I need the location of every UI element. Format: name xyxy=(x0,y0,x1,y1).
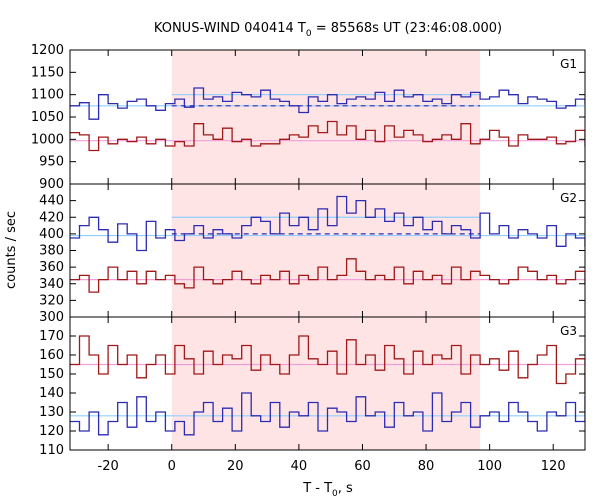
x-tick-label: 120 xyxy=(541,459,566,474)
x-tick-label: -20 xyxy=(98,459,119,474)
y-tick-label: 1100 xyxy=(31,88,64,103)
highlight-interval xyxy=(171,50,481,450)
series-step-line xyxy=(70,335,585,394)
x-tick-label: 40 xyxy=(291,459,308,474)
panel-g3: 170 160 150 140 130 120 110 G3 xyxy=(39,316,586,458)
y-tick-label: 1050 xyxy=(31,110,64,125)
y-tick-label: 160 xyxy=(39,348,64,363)
panel-data xyxy=(70,195,585,293)
y-tick-label: 150 xyxy=(39,367,64,382)
y-tick-label: 1200 xyxy=(31,43,64,58)
panel-data xyxy=(70,87,585,152)
x-tick-label: 60 xyxy=(354,459,371,474)
chart-title-main: KONUS-WIND 040414 T xyxy=(154,21,306,36)
x-axis-title-main: T - T xyxy=(302,481,332,496)
band-label: G1 xyxy=(560,57,577,71)
x-axis-title-rest: , s xyxy=(338,481,353,496)
y-tick-label: 1150 xyxy=(31,65,64,80)
y-tick-label: 1000 xyxy=(31,132,64,147)
band-label: G2 xyxy=(560,191,577,205)
y-tick-label: 120 xyxy=(39,424,64,439)
x-tick-label: 0 xyxy=(168,459,176,474)
y-tick-label: 300 xyxy=(39,310,64,325)
y-tick-label: 420 xyxy=(39,210,64,225)
y-tick-label: 360 xyxy=(39,260,64,275)
y-tick-label: 340 xyxy=(39,277,64,292)
plot-area: 12001150110010501000950900G1440420400380… xyxy=(31,43,586,474)
y-tick-label: 400 xyxy=(39,227,64,242)
chart-title: KONUS-WIND 040414 T0 = 85568s UT (23:46:… xyxy=(154,21,502,39)
series-step-line xyxy=(70,258,585,293)
x-tick-label: 100 xyxy=(477,459,502,474)
panel-frame xyxy=(69,316,586,451)
series-step-line xyxy=(70,195,585,252)
x-axis-title-sub: 0 xyxy=(332,489,338,499)
x-tick-label: 80 xyxy=(418,459,435,474)
x-tick-label: 20 xyxy=(227,459,244,474)
y-tick-label: 440 xyxy=(39,194,64,209)
series-step-line xyxy=(70,87,585,120)
chart-title-sub: 0 xyxy=(306,29,312,39)
y-tick-label: 950 xyxy=(39,155,64,170)
y-tick-label: 140 xyxy=(39,386,64,401)
band-label: G3 xyxy=(560,324,577,338)
y-axis-title: counts / sec xyxy=(4,211,19,289)
series-step-line xyxy=(70,120,585,152)
y-tick-label: 170 xyxy=(39,329,64,344)
chart-title-rest: = 85568s UT (23:46:08.000) xyxy=(312,21,502,36)
x-axis-title: T - T0, s xyxy=(302,481,353,499)
panel-g1: 1200 1150 1100 1050 1000 950 900 G1 xyxy=(31,43,586,192)
panel-data xyxy=(70,335,585,436)
y-tick-label: 320 xyxy=(39,293,64,308)
y-tick-label: 110 xyxy=(39,443,64,458)
y-tick-label: 130 xyxy=(39,405,64,420)
series-step-line xyxy=(70,392,585,436)
y-tick-label: 900 xyxy=(39,177,64,192)
y-tick-label: 380 xyxy=(39,244,64,259)
